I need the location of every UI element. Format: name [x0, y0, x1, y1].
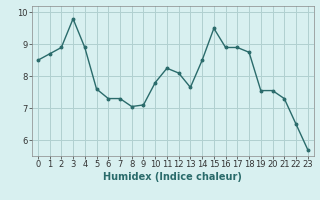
- X-axis label: Humidex (Indice chaleur): Humidex (Indice chaleur): [103, 172, 242, 182]
